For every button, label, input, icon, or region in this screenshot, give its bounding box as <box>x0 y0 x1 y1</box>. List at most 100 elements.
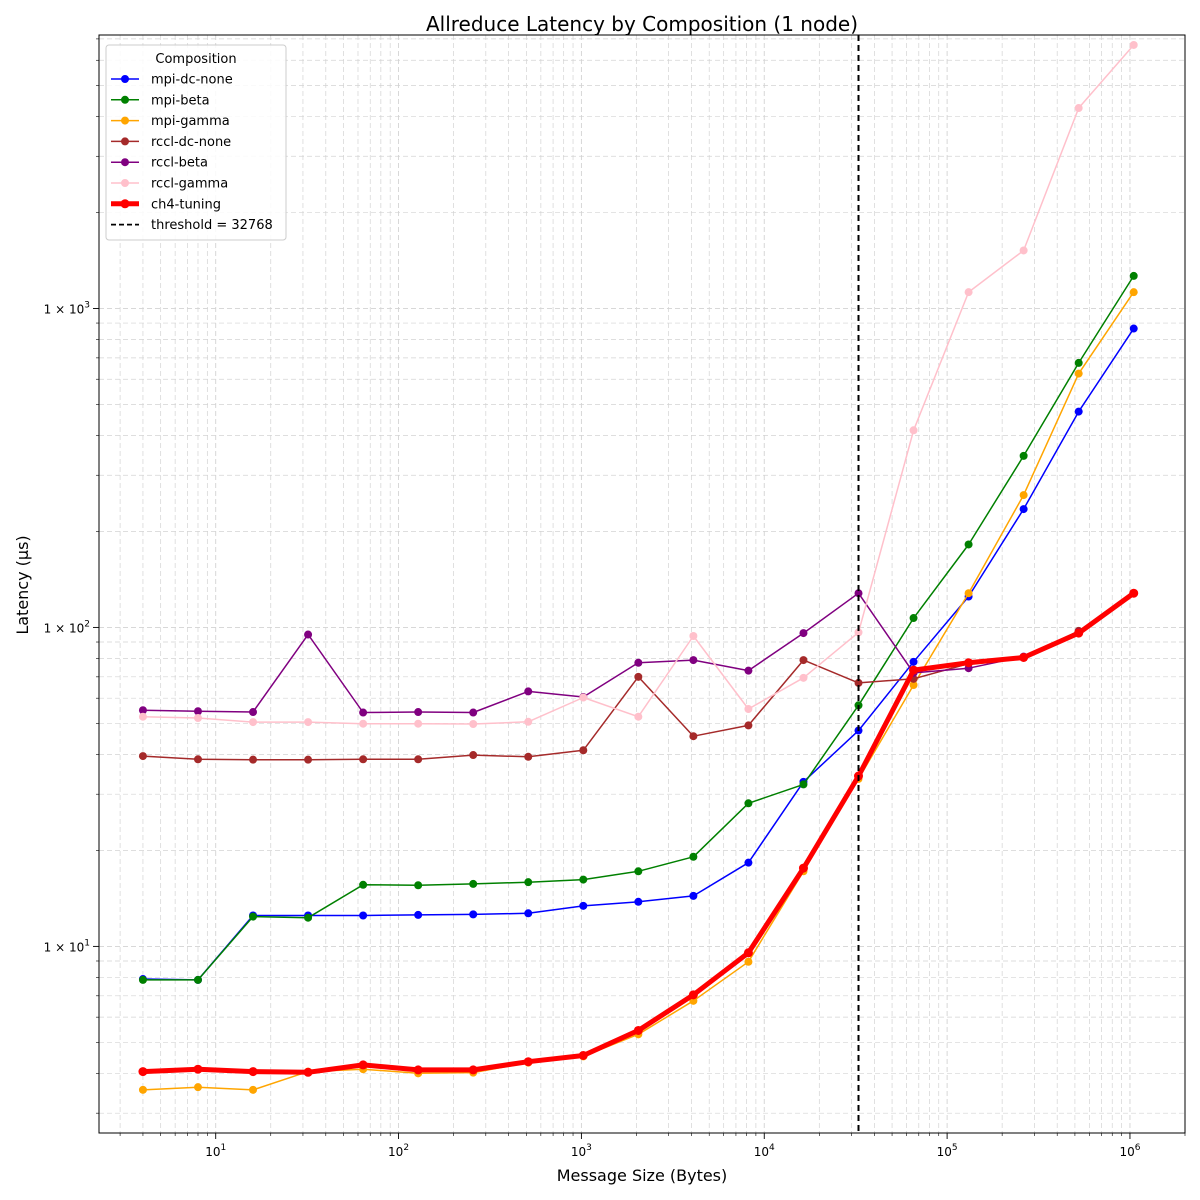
y-tick-label: 1 × 103 <box>44 300 90 316</box>
data-point-mpi-beta <box>579 875 588 884</box>
y-tick-label-base: 1 × 10 <box>44 621 85 635</box>
data-point-rccl-gamma <box>689 631 698 640</box>
data-point-rccl-gamma <box>138 712 147 721</box>
data-point-rccl-beta <box>414 708 423 717</box>
legend-entry: threshold = 32768 <box>111 218 273 233</box>
data-point-rccl-beta <box>359 708 368 717</box>
data-point-rccl-dc-none <box>744 721 753 730</box>
legend-swatch-marker <box>121 95 129 104</box>
data-point-ch4-tuning <box>798 863 808 873</box>
data-point-mpi-beta <box>414 881 423 890</box>
data-point-rccl-beta <box>689 656 698 665</box>
data-point-ch4-tuning <box>413 1065 423 1075</box>
x-tick-label: 105 <box>937 1143 958 1159</box>
data-point-rccl-gamma <box>359 719 368 728</box>
data-point-mpi-gamma <box>193 1083 202 1092</box>
data-point-ch4-tuning <box>358 1060 368 1070</box>
data-point-mpi-beta <box>744 799 753 808</box>
data-point-rccl-gamma <box>1019 246 1028 255</box>
legend-label: threshold = 32768 <box>151 218 273 233</box>
data-point-ch4-tuning <box>688 990 698 1000</box>
data-point-rccl-beta <box>854 589 863 598</box>
data-point-rccl-beta <box>138 706 147 715</box>
data-point-mpi-dc-none <box>634 897 643 906</box>
data-point-rccl-gamma <box>854 628 863 637</box>
data-point-rccl-beta <box>469 708 478 717</box>
x-tick-label-exponent: 2 <box>403 1143 409 1153</box>
legend-entry: rccl-beta <box>111 156 208 171</box>
data-point-rccl-dc-none <box>304 755 313 764</box>
y-tick-label: 1 × 101 <box>44 938 90 954</box>
x-tick-label-exponent: 5 <box>952 1143 958 1153</box>
data-point-ch4-tuning <box>193 1064 203 1074</box>
y-tick-label: 1 × 102 <box>44 619 90 635</box>
data-point-rccl-gamma <box>193 714 202 723</box>
legend-label: rccl-beta <box>151 156 208 171</box>
legend-label: mpi-beta <box>151 93 210 108</box>
y-tick-label-exponent: 2 <box>84 619 90 629</box>
data-point-mpi-dc-none <box>1019 505 1028 514</box>
legend-swatch-marker <box>121 179 129 187</box>
data-point-mpi-gamma <box>249 1085 258 1094</box>
x-tick-label-exponent: 3 <box>586 1143 592 1153</box>
data-point-rccl-gamma <box>304 718 313 727</box>
x-tick-label-base: 10 <box>571 1145 586 1159</box>
data-point-ch4-tuning <box>138 1067 148 1077</box>
data-point-ch4-tuning <box>964 658 974 668</box>
y-tick-label-base: 1 × 10 <box>44 302 85 316</box>
data-point-rccl-gamma <box>634 712 643 721</box>
data-point-rccl-gamma <box>469 720 478 729</box>
x-tick-label: 106 <box>1119 1143 1140 1159</box>
data-point-mpi-dc-none <box>689 891 698 900</box>
legend-entry: rccl-dc-none <box>111 135 231 150</box>
data-point-mpi-beta <box>193 975 202 984</box>
x-tick-label-base: 10 <box>205 1145 220 1159</box>
x-tick-label-base: 10 <box>937 1145 952 1159</box>
legend-entry: mpi-dc-none <box>111 73 233 88</box>
x-tick-label-base: 10 <box>1119 1145 1134 1159</box>
data-point-rccl-gamma <box>414 719 423 728</box>
data-point-rccl-beta <box>249 708 258 717</box>
data-point-rccl-gamma <box>1129 40 1138 49</box>
series-ch4-tuning <box>138 588 1139 1077</box>
data-point-mpi-beta <box>469 879 478 888</box>
x-tick-label-exponent: 6 <box>1135 1143 1141 1153</box>
data-point-mpi-beta <box>909 614 918 623</box>
data-point-mpi-dc-none <box>414 910 423 919</box>
y-tick-label-base: 1 × 10 <box>44 940 85 954</box>
x-tick-label: 104 <box>754 1143 775 1159</box>
chart-title: Allreduce Latency by Composition (1 node… <box>426 12 858 36</box>
data-point-rccl-gamma <box>799 673 808 682</box>
data-point-rccl-dc-none <box>524 752 533 761</box>
data-point-mpi-beta <box>524 878 533 887</box>
legend-swatch-marker <box>121 75 129 83</box>
data-point-rccl-dc-none <box>854 678 863 687</box>
data-point-rccl-dc-none <box>249 755 258 764</box>
legend-label: rccl-gamma <box>151 177 228 192</box>
data-point-mpi-beta <box>1019 451 1028 460</box>
legend-label: mpi-dc-none <box>151 73 233 88</box>
data-point-rccl-beta <box>524 687 533 696</box>
data-point-ch4-tuning <box>909 665 919 675</box>
data-point-rccl-dc-none <box>799 656 808 665</box>
data-point-mpi-beta <box>964 540 973 549</box>
x-tick-label: 103 <box>571 1143 592 1159</box>
x-tick-label-base: 10 <box>388 1145 403 1159</box>
data-point-ch4-tuning <box>303 1067 313 1077</box>
legend-label: rccl-dc-none <box>151 135 231 150</box>
data-point-rccl-gamma <box>964 288 973 297</box>
legend-swatch-marker <box>121 137 129 146</box>
data-point-ch4-tuning <box>1074 628 1084 638</box>
data-point-mpi-gamma <box>1019 491 1028 500</box>
data-point-rccl-gamma <box>909 426 918 435</box>
legend-entry: mpi-gamma <box>111 114 230 129</box>
data-point-ch4-tuning <box>248 1067 258 1077</box>
legend-swatch-marker <box>120 199 130 209</box>
data-point-ch4-tuning <box>633 1025 643 1035</box>
y-tick-label-exponent: 1 <box>84 938 90 948</box>
y-axis-label: Latency (µs) <box>13 535 32 634</box>
data-point-mpi-gamma <box>909 680 918 689</box>
data-point-rccl-dc-none <box>359 755 368 764</box>
